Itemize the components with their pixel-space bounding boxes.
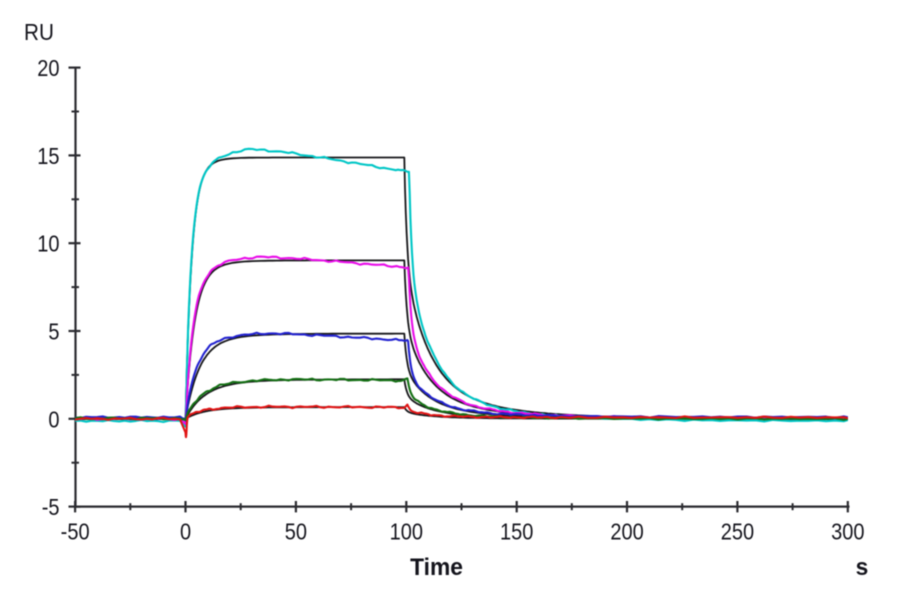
svg-text:-50: -50 bbox=[61, 518, 90, 545]
svg-text:-5: -5 bbox=[42, 494, 60, 521]
svg-text:150: 150 bbox=[500, 518, 533, 545]
svg-text:250: 250 bbox=[721, 518, 754, 545]
svg-text:300: 300 bbox=[831, 518, 864, 545]
svg-text:100: 100 bbox=[390, 518, 423, 545]
svg-text:20: 20 bbox=[37, 55, 59, 82]
svg-text:Time: Time bbox=[410, 553, 463, 580]
svg-text:RU: RU bbox=[24, 19, 54, 45]
svg-text:15: 15 bbox=[37, 143, 59, 170]
svg-text:0: 0 bbox=[180, 518, 191, 545]
svg-text:10: 10 bbox=[37, 230, 59, 257]
svg-text:200: 200 bbox=[610, 518, 643, 545]
svg-text:5: 5 bbox=[48, 318, 59, 345]
svg-text:50: 50 bbox=[285, 518, 307, 545]
svg-text:s: s bbox=[856, 553, 869, 580]
svg-text:0: 0 bbox=[48, 406, 59, 433]
